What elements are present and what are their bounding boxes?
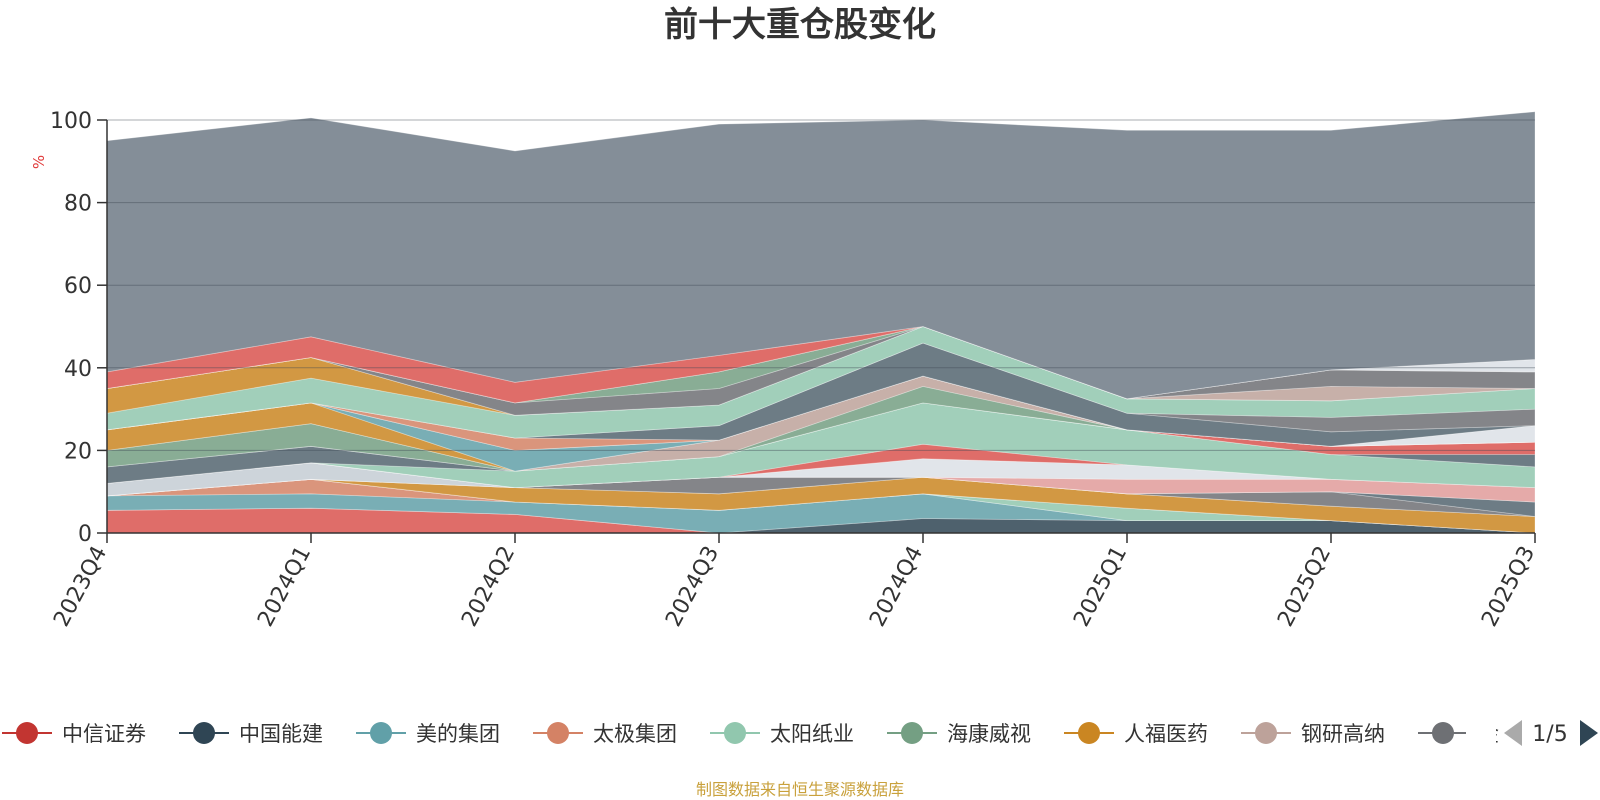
legend-page-indicator: 1/5	[1532, 722, 1567, 747]
x-tick-label: 2025Q2	[1273, 542, 1336, 631]
legend-marker-icon	[193, 722, 215, 744]
legend-item[interactable]: 太阳纸业	[710, 722, 854, 746]
legend-item[interactable]: 中国能建	[179, 722, 323, 746]
x-axis: 2023Q4 2024Q1 2024Q2 2024Q3 2024Q4 2025Q1 2025…	[49, 532, 1540, 631]
legend-label: 太极集团	[593, 722, 677, 746]
legend-label: 海康威视	[947, 722, 1031, 746]
y-tick-label: 100	[50, 109, 92, 134]
plot-areas	[106, 111, 1536, 534]
source-note: 制图数据来自恒生聚源数据库	[696, 780, 904, 799]
legend-label: 中信证券	[62, 722, 146, 746]
x-tick-label: 2024Q4	[865, 542, 928, 631]
legend-overflow-mask	[1466, 705, 1496, 765]
y-tick-label: 0	[78, 522, 92, 547]
grid-lines	[107, 119, 1535, 451]
legend-item[interactable]: 钢研高纳	[1241, 722, 1385, 746]
legend-next-page-icon[interactable]	[1580, 720, 1598, 746]
legend-item[interactable]: 人福医药	[1064, 722, 1208, 746]
legend-label: 钢研高纳	[1301, 722, 1385, 746]
legend-label: 美的集团	[416, 722, 500, 746]
y-tick-label: 60	[64, 274, 92, 299]
legend-item[interactable]: 美的集团	[356, 722, 500, 746]
area-series-32	[106, 111, 1536, 400]
x-tick-label: 2024Q3	[661, 542, 724, 631]
chart-title: 前十大重仓股变化	[664, 5, 936, 45]
legend-item[interactable]: 太极集团	[533, 722, 677, 746]
legend-marker-icon	[901, 722, 923, 744]
area-series-31	[106, 326, 1536, 404]
legend-label: 人福医药	[1124, 722, 1208, 746]
x-tick-label: 2025Q1	[1069, 542, 1132, 631]
legend-marker-icon	[370, 722, 392, 744]
x-tick-label: 2023Q4	[49, 542, 112, 631]
y-axis: 0 20 40 60 80 100	[50, 109, 108, 547]
x-tick-label: 2024Q2	[457, 542, 520, 631]
area-series-6	[106, 476, 1536, 534]
legend-label: 太阳纸业	[770, 722, 854, 746]
area-series-28	[106, 326, 1536, 416]
legend[interactable]: 中信证券中国能建美的集团太极集团太阳纸业海康威视人福医药钢研高纳金	[2, 705, 1499, 765]
legend-marker-icon	[1255, 722, 1277, 744]
legend-marker-icon	[16, 722, 38, 744]
y-tick-label: 80	[64, 192, 92, 217]
legend-item[interactable]: 中信证券	[2, 722, 146, 746]
legend-item[interactable]: 海康威视	[887, 722, 1031, 746]
legend-marker-icon	[547, 722, 569, 744]
legend-label: 中国能建	[239, 722, 323, 746]
y-tick-label: 40	[64, 357, 92, 382]
y-tick-label: 20	[64, 439, 92, 464]
legend-marker-icon	[724, 722, 746, 744]
legend-prev-page-icon[interactable]	[1504, 720, 1522, 746]
y-axis-unit: %	[30, 155, 48, 169]
legend-pager: 1/5	[1504, 720, 1598, 747]
x-tick-label: 2024Q1	[253, 542, 316, 631]
legend-marker-icon	[1432, 722, 1454, 744]
legend-marker-icon	[1078, 722, 1100, 744]
x-tick-label: 2025Q3	[1477, 542, 1540, 631]
